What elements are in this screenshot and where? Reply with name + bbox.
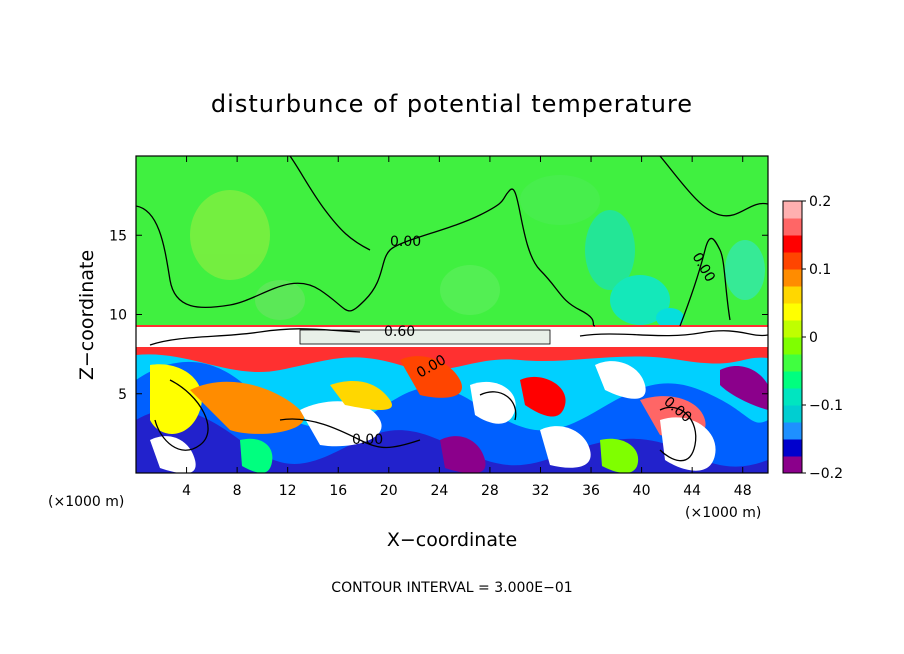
z-unit-label: (×1000 m) [48,494,124,510]
colorbar-swatch [783,371,802,389]
y-tick-label: 15 [109,228,127,244]
contour-label: 0.00 [390,234,421,250]
turbulent-layer [136,347,768,473]
x-tick-label: 20 [380,483,398,499]
upper-blobs [190,175,765,328]
colorbar-swatch [783,252,802,270]
x-unit-label: (×1000 m) [685,505,761,521]
x-tick-label: 32 [532,483,550,499]
x-tick-label: 4 [182,483,191,499]
colorbar-swatch [783,388,802,406]
colorbar-tick-label: −0.1 [809,398,843,414]
plot-area: 0.00 0.60 0.00 0.00 0.00 0.00 [136,156,768,473]
colorbar-tick-label: 0.2 [809,194,831,210]
x-tick-label: 8 [233,483,242,499]
colorbar-tick-label: −0.2 [809,466,843,482]
colorbar-swatch [783,456,802,474]
y-axis-label: Z−coordinate [76,250,98,380]
x-tick-label: 48 [734,483,752,499]
colorbar-swatch [783,235,802,253]
interface-band-top-edge [136,325,768,327]
x-tick-label: 16 [329,483,347,499]
contour-label: 0.60 [384,324,415,340]
chart-title: disturbunce of potential temperature [211,90,693,118]
colorbar-swatch [783,218,802,236]
contour-interval-text: CONTOUR INTERVAL = 3.000E−01 [331,580,572,596]
colorbar-swatch [783,201,802,219]
colorbar-swatch [783,286,802,304]
y-tick-label: 10 [109,308,127,324]
colorbar-swatch [783,439,802,457]
colorbar-swatch [783,303,802,321]
y-ticks: 5 10 15 [109,228,768,403]
colorbar-swatch [783,354,802,372]
x-ticks: 4 8 12 16 20 24 28 32 36 40 44 48 [182,156,752,499]
colorbar-swatch [783,405,802,423]
contour-lines [136,156,768,462]
colorbar-swatch [783,422,802,440]
colorbar: 0.2 0.1 0 −0.1 −0.2 [782,194,843,482]
colorbar-tick-label: 0 [809,330,818,346]
colorbar-swatch [783,337,802,355]
x-tick-label: 24 [430,483,448,499]
y-tick-label: 5 [118,387,127,403]
colorbar-swatch [783,269,802,287]
x-tick-label: 28 [481,483,499,499]
x-tick-label: 44 [683,483,701,499]
interface-band-center [299,329,551,345]
colorbar-swatch [783,320,802,338]
x-tick-label: 36 [582,483,600,499]
x-tick-label: 40 [633,483,651,499]
colorbar-tick-label: 0.1 [809,262,831,278]
x-axis-label: X−coordinate [387,529,517,551]
contour-label: 0.00 [352,432,383,448]
x-tick-label: 12 [279,483,297,499]
